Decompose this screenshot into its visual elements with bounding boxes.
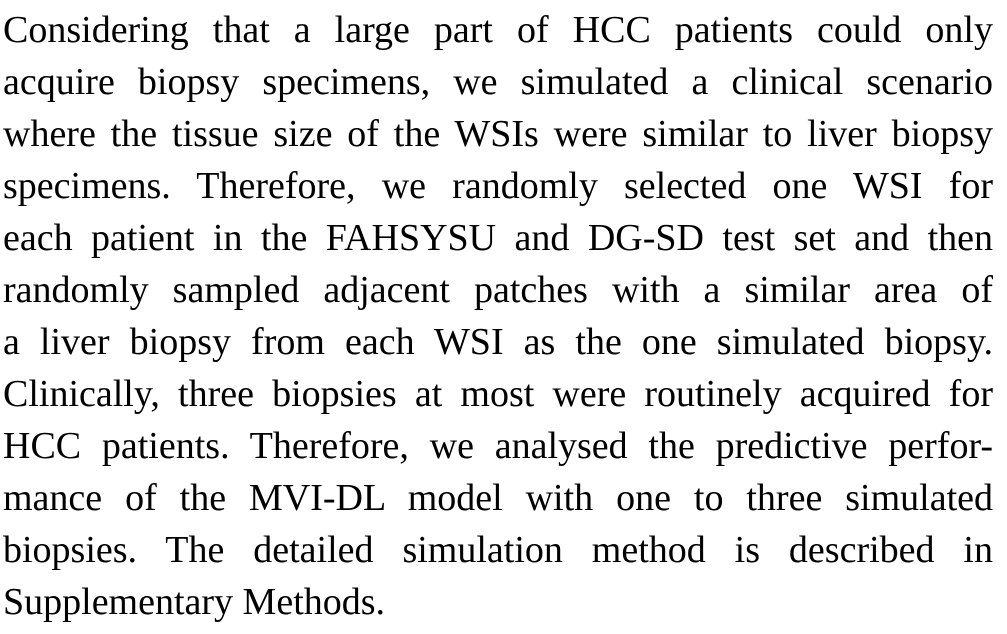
- paragraph-line: Clinically, three biopsies at most were …: [3, 373, 993, 415]
- paragraph-line: specimens. Therefore, we randomly select…: [3, 165, 993, 207]
- paragraph-line: randomly sampled adjacent patches with a…: [3, 269, 993, 311]
- paragraph-line: where the tissue size of the WSIs were s…: [3, 113, 993, 155]
- paragraph-line: HCC patients. Therefore, we analysed the…: [3, 425, 993, 467]
- paragraph-line: mance of the MVI-DL model with one to th…: [3, 477, 993, 519]
- paragraph-line: Supplementary Methods.: [3, 581, 386, 623]
- paragraph-line: biopsies. The detailed simulation method…: [3, 529, 993, 571]
- body-paragraph: Considering that a large part of HCC pat…: [3, 4, 993, 628]
- paragraph-line: each patient in the FAHSYSU and DG-SD te…: [3, 217, 993, 259]
- paragraph-line: Considering that a large part of HCC pat…: [3, 9, 993, 51]
- paragraph-line: acquire biopsy specimens, we simulated a…: [3, 61, 993, 103]
- paragraph-line: a liver biopsy from each WSI as the one …: [3, 321, 993, 363]
